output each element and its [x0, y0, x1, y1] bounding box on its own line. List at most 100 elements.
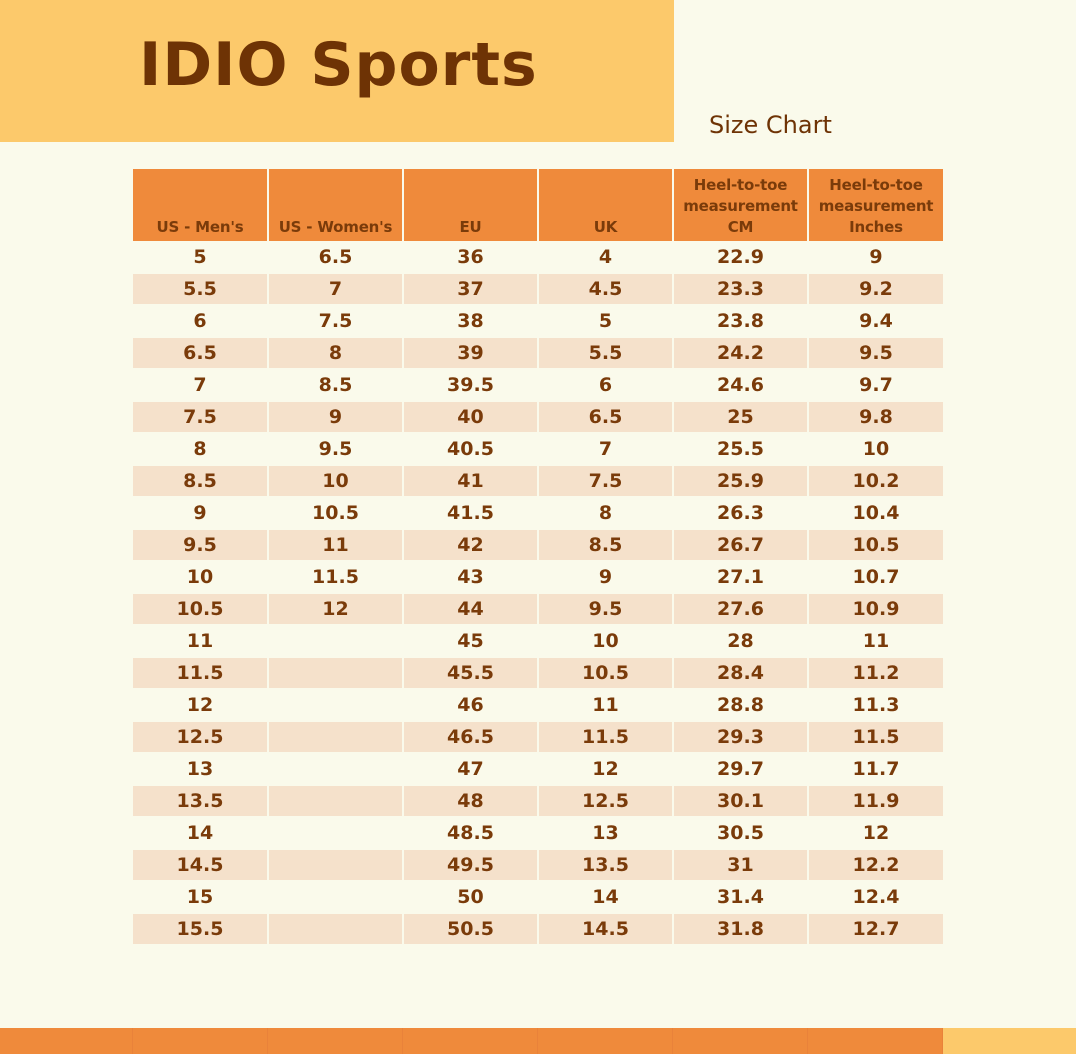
cell-heel-to-toe-inches: 10.5	[808, 529, 943, 562]
cell-eu: 49.5	[403, 849, 539, 882]
cell-heel-to-toe-cm: 27.1	[673, 561, 809, 594]
footer-accent	[943, 1028, 1076, 1054]
cell-heel-to-toe-cm: 24.6	[673, 369, 809, 402]
cell-eu: 40	[403, 401, 539, 434]
cell-heel-to-toe-cm: 28.8	[673, 689, 809, 722]
cell-heel-to-toe-cm: 31.8	[673, 913, 809, 946]
column-header-line: UK	[593, 218, 618, 236]
cell-heel-to-toe-cm: 31.4	[673, 881, 809, 914]
table-row: 8.5 10 41 7.5 25.9 10.2	[133, 465, 943, 498]
cell-us-mens: 15	[133, 881, 269, 914]
cell-heel-to-toe-inches: 9.7	[808, 369, 943, 402]
cell-heel-to-toe-inches: 9.5	[808, 337, 943, 370]
table-row: 10.5 12 44 9.5 27.6 10.9	[133, 593, 943, 626]
cell-us-mens: 7.5	[133, 401, 269, 434]
cell-uk: 7	[538, 433, 674, 466]
cell-heel-to-toe-inches: 11.3	[808, 689, 943, 722]
footer-bar	[0, 1028, 1076, 1054]
cell-us-womens	[268, 881, 404, 914]
footer-segment	[0, 1028, 133, 1054]
cell-us-womens	[268, 913, 404, 946]
cell-heel-to-toe-inches: 12	[808, 817, 943, 850]
table-row: 14 48.5 13 30.5 12	[133, 817, 943, 850]
cell-heel-to-toe-inches: 10.7	[808, 561, 943, 594]
table-row: 11.5 45.5 10.5 28.4 11.2	[133, 657, 943, 690]
footer-segment	[538, 1028, 673, 1054]
cell-uk: 4	[538, 241, 674, 274]
cell-heel-to-toe-cm: 29.3	[673, 721, 809, 754]
cell-eu: 46	[403, 689, 539, 722]
cell-eu: 45.5	[403, 657, 539, 690]
cell-eu: 43	[403, 561, 539, 594]
cell-heel-to-toe-inches: 10.9	[808, 593, 943, 626]
cell-uk: 14.5	[538, 913, 674, 946]
cell-heel-to-toe-cm: 25	[673, 401, 809, 434]
size-chart-table: US - Men's US - Women's EU UK Heel-to-toe mea…	[133, 169, 943, 946]
table-row: 15.5 50.5 14.5 31.8 12.7	[133, 913, 943, 946]
cell-eu: 48	[403, 785, 539, 818]
table-row: 7.5 9 40 6.5 25 9.8	[133, 401, 943, 434]
cell-eu: 46.5	[403, 721, 539, 754]
cell-eu: 41.5	[403, 497, 539, 530]
cell-us-womens: 10	[268, 465, 404, 498]
cell-us-womens	[268, 657, 404, 690]
cell-heel-to-toe-inches: 11.2	[808, 657, 943, 690]
table-row: 15 50 14 31.4 12.4	[133, 881, 943, 914]
cell-us-womens: 12	[268, 593, 404, 626]
cell-us-mens: 8.5	[133, 465, 269, 498]
column-header-line: measurement	[818, 197, 934, 215]
table-row: 12.5 46.5 11.5 29.3 11.5	[133, 721, 943, 754]
cell-us-womens: 11.5	[268, 561, 404, 594]
column-header-line: Inches	[849, 218, 903, 236]
cell-eu: 39	[403, 337, 539, 370]
cell-uk: 11	[538, 689, 674, 722]
column-header-line: EU	[459, 218, 482, 236]
cell-heel-to-toe-cm: 28	[673, 625, 809, 658]
cell-uk: 5.5	[538, 337, 674, 370]
cell-heel-to-toe-cm: 22.9	[673, 241, 809, 274]
column-header-line: US - Men's	[156, 218, 244, 236]
cell-us-mens: 12	[133, 689, 269, 722]
cell-heel-to-toe-cm: 25.9	[673, 465, 809, 498]
table-row: 12 46 11 28.8 11.3	[133, 689, 943, 722]
cell-us-mens: 12.5	[133, 721, 269, 754]
table-header: US - Men's US - Women's EU UK Heel-to-toe mea…	[133, 169, 943, 241]
column-header-us-mens: US - Men's	[133, 169, 269, 241]
cell-uk: 11.5	[538, 721, 674, 754]
cell-eu: 42	[403, 529, 539, 562]
cell-heel-to-toe-cm: 28.4	[673, 657, 809, 690]
cell-us-mens: 11.5	[133, 657, 269, 690]
table-header-row: US - Men's US - Women's EU UK Heel-to-toe mea…	[133, 169, 943, 241]
cell-eu: 48.5	[403, 817, 539, 850]
table-row: 7 8.5 39.5 6 24.6 9.7	[133, 369, 943, 402]
cell-heel-to-toe-cm: 30.5	[673, 817, 809, 850]
cell-us-mens: 8	[133, 433, 269, 466]
cell-heel-to-toe-inches: 9	[808, 241, 943, 274]
column-header-line: US - Women's	[278, 218, 393, 236]
cell-us-mens: 10.5	[133, 593, 269, 626]
cell-eu: 47	[403, 753, 539, 786]
cell-uk: 6.5	[538, 401, 674, 434]
table-row: 14.5 49.5 13.5 31 12.2	[133, 849, 943, 882]
cell-heel-to-toe-inches: 10.2	[808, 465, 943, 498]
cell-heel-to-toe-inches: 11.9	[808, 785, 943, 818]
page-subtitle: Size Chart	[709, 111, 832, 139]
cell-eu: 50.5	[403, 913, 539, 946]
cell-heel-to-toe-inches: 12.2	[808, 849, 943, 882]
column-header-heel-to-toe-cm: Heel-to-toe measurement CM	[673, 169, 809, 241]
cell-us-womens	[268, 849, 404, 882]
cell-us-mens: 6	[133, 305, 269, 338]
column-header-line: Heel-to-toe	[829, 176, 923, 194]
cell-heel-to-toe-cm: 26.3	[673, 497, 809, 530]
brand-banner	[0, 0, 674, 142]
column-header-us-womens: US - Women's	[268, 169, 404, 241]
footer-segment	[808, 1028, 943, 1054]
column-header-eu: EU	[403, 169, 539, 241]
cell-us-womens	[268, 753, 404, 786]
cell-heel-to-toe-inches: 12.7	[808, 913, 943, 946]
table-row: 13 47 12 29.7 11.7	[133, 753, 943, 786]
cell-uk: 12	[538, 753, 674, 786]
cell-us-mens: 5.5	[133, 273, 269, 306]
cell-eu: 41	[403, 465, 539, 498]
cell-us-womens: 6.5	[268, 241, 404, 274]
